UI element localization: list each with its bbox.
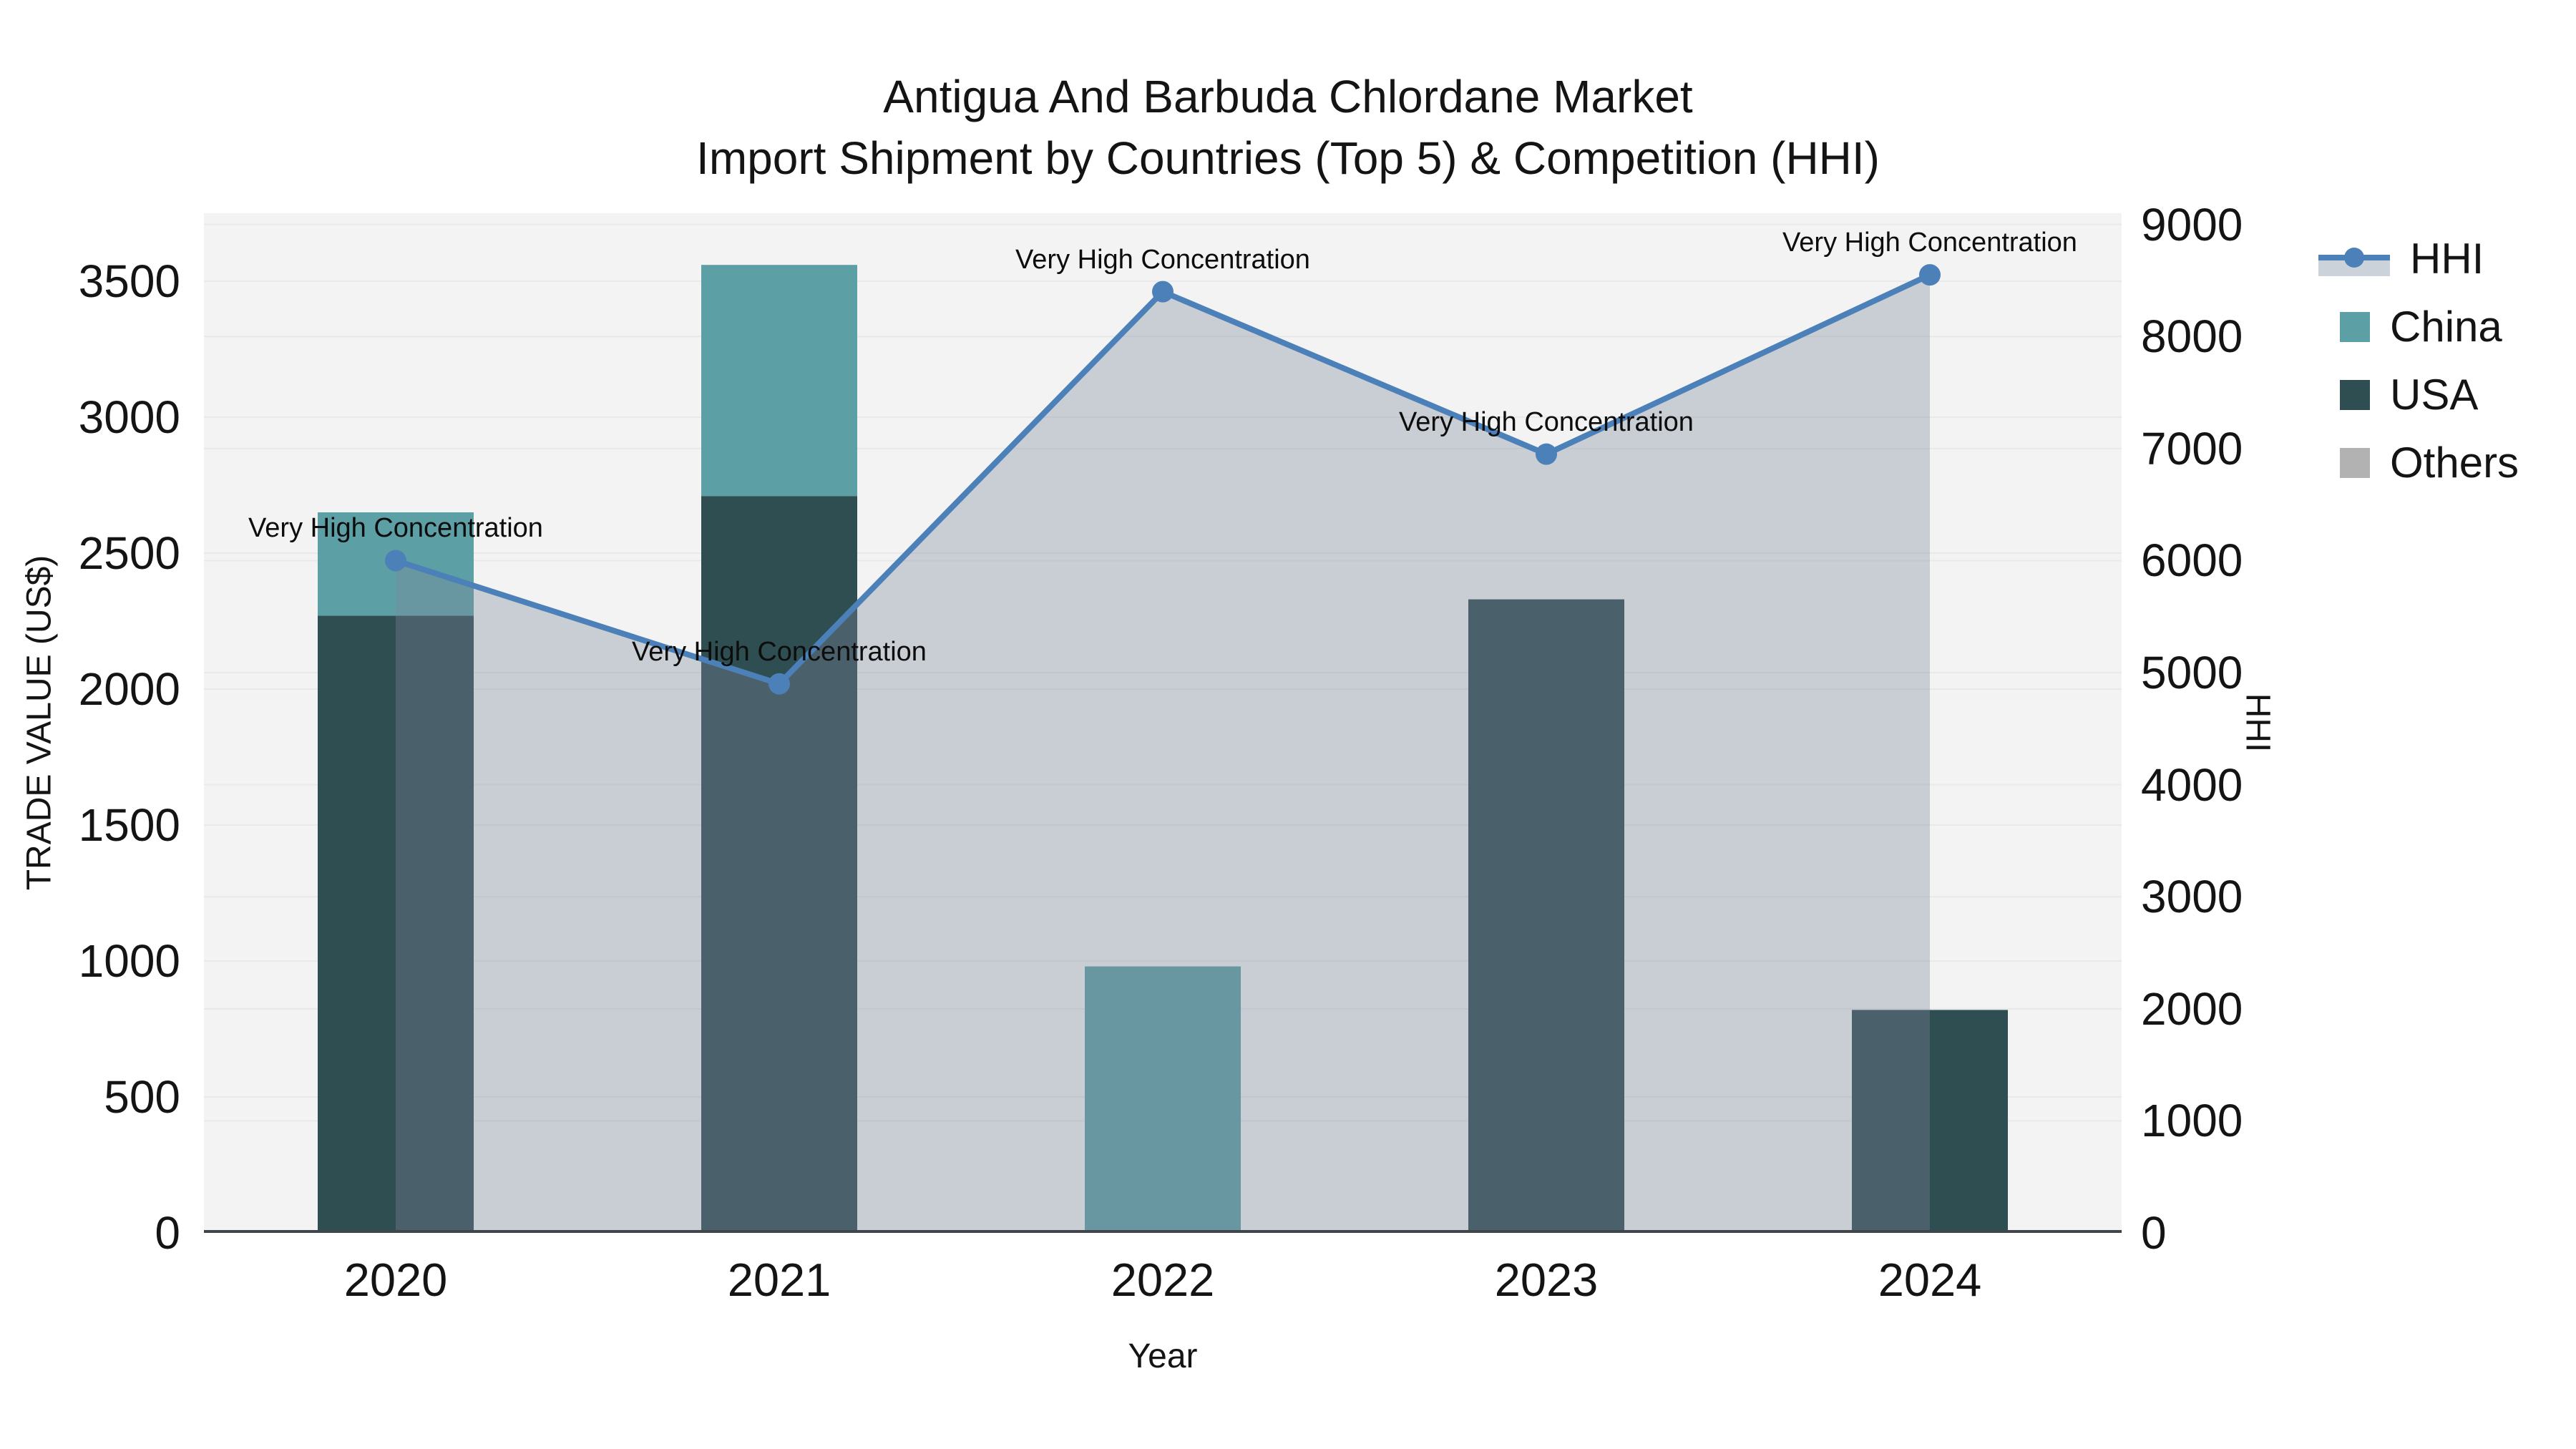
- y-axis-left-title: TRADE VALUE (US$): [20, 555, 59, 891]
- legend: HHI China USA Others: [2318, 225, 2519, 497]
- y-left-tick-500: 500: [104, 1071, 180, 1123]
- legend-item-usa[interactable]: USA: [2318, 361, 2519, 429]
- legend-item-others[interactable]: Others: [2318, 429, 2519, 497]
- y-left-tick-2500: 2500: [78, 527, 180, 579]
- legend-label-usa: USA: [2390, 371, 2479, 419]
- legend-label-china: China: [2390, 303, 2502, 351]
- y-left-tick-0: 0: [155, 1207, 180, 1259]
- hhi-line-sample-icon: [2318, 239, 2390, 279]
- y-left-tick-3500: 3500: [78, 255, 180, 307]
- x-tick-2024: 2024: [1878, 1254, 1982, 1306]
- annotation-2022: Very High Concentration: [1015, 244, 1310, 275]
- y-axis-right-title: HHI: [2238, 693, 2277, 753]
- y-right-tick-4000: 4000: [2141, 758, 2243, 811]
- legend-item-hhi[interactable]: HHI: [2318, 225, 2519, 293]
- plot-area: [204, 213, 2122, 1233]
- y-right-tick-7000: 7000: [2141, 422, 2243, 474]
- annotation-2023: Very High Concentration: [1399, 406, 1694, 437]
- others-color-swatch: [2340, 447, 2370, 478]
- y-left-tick-1500: 1500: [78, 799, 180, 851]
- y-right-tick-0: 0: [2141, 1207, 2167, 1259]
- hhi-marker-dot-icon: [2344, 247, 2364, 268]
- y-right-tick-5000: 5000: [2141, 647, 2243, 699]
- usa-color-swatch: [2340, 379, 2370, 410]
- annotation-2020: Very High Concentration: [248, 513, 543, 544]
- y-right-tick-1000: 1000: [2141, 1095, 2243, 1147]
- annotation-2021: Very High Concentration: [632, 636, 927, 667]
- chart-canvas: [204, 223, 2122, 1233]
- y-right-tick-2000: 2000: [2141, 982, 2243, 1035]
- y-right-tick-8000: 8000: [2141, 311, 2243, 363]
- chart-title-line2: Import Shipment by Countries (Top 5) & C…: [696, 132, 1880, 184]
- y-left-tick-1000: 1000: [78, 935, 180, 987]
- y-left-tick-3000: 3000: [78, 391, 180, 443]
- y-right-tick-9000: 9000: [2141, 198, 2243, 250]
- y-left-tick-2000: 2000: [78, 663, 180, 715]
- x-tick-2020: 2020: [343, 1254, 448, 1306]
- chart-title-line1: Antigua And Barbuda Chlordane Market: [883, 71, 1693, 122]
- legend-label-others: Others: [2390, 439, 2519, 487]
- china-color-swatch: [2340, 311, 2370, 342]
- x-tick-2022: 2022: [1111, 1254, 1215, 1306]
- chart-title: Antigua And Barbuda Chlordane Market Imp…: [0, 66, 2576, 189]
- annotation-2024: Very High Concentration: [1782, 228, 2077, 258]
- legend-item-china[interactable]: China: [2318, 293, 2519, 361]
- x-axis-title: Year: [1128, 1337, 1198, 1375]
- x-tick-2023: 2023: [1494, 1254, 1599, 1306]
- y-right-tick-6000: 6000: [2141, 535, 2243, 587]
- legend-label-hhi: HHI: [2410, 235, 2484, 283]
- y-right-tick-3000: 3000: [2141, 871, 2243, 923]
- x-tick-2021: 2021: [727, 1254, 831, 1306]
